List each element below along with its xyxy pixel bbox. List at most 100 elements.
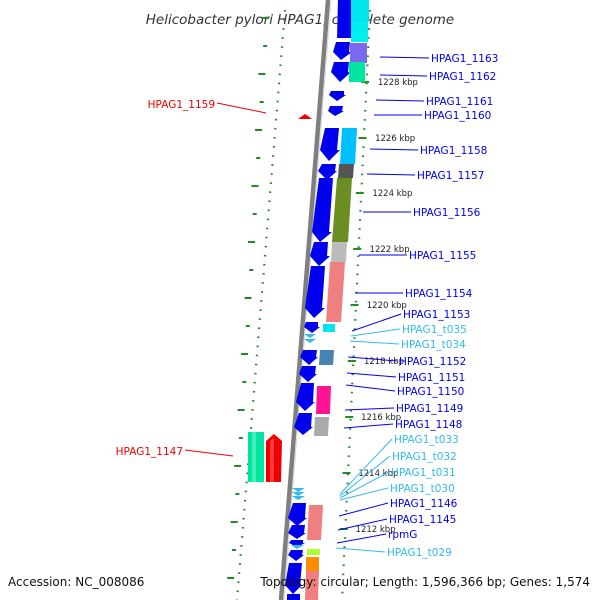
leader-line bbox=[375, 99, 425, 102]
cog-bar bbox=[307, 549, 320, 555]
cds-features bbox=[285, 0, 352, 600]
cds-arrow bbox=[318, 164, 337, 180]
gene-label[interactable]: HPAG1_1155 bbox=[409, 250, 476, 262]
gene-label[interactable]: HPAG1_1145 bbox=[389, 514, 456, 526]
cds-arrow bbox=[288, 525, 306, 539]
gene-label[interactable]: HPAG1_1157 bbox=[417, 170, 484, 182]
gene-label[interactable]: HPAG1_t035 bbox=[402, 324, 467, 336]
right-leader-lines bbox=[335, 56, 430, 553]
leader-line bbox=[350, 328, 401, 337]
trna-features bbox=[291, 334, 316, 549]
cds-arrow bbox=[320, 128, 340, 161]
cog-bar bbox=[314, 417, 329, 436]
highlighted-gene-label[interactable]: HPAG1_1159 bbox=[148, 99, 215, 111]
gene-label[interactable]: HPAG1_1163 bbox=[431, 53, 498, 65]
kbp-label: 1220 kbp bbox=[367, 301, 407, 311]
cds-arrow bbox=[333, 42, 352, 60]
leader-line bbox=[336, 533, 387, 544]
gene-label[interactable]: HPAG1_1162 bbox=[429, 71, 496, 83]
gene-label[interactable]: HPAG1_1152 bbox=[399, 356, 466, 368]
leader-line bbox=[347, 356, 398, 362]
gene-label[interactable]: HPAG1_1154 bbox=[405, 288, 473, 300]
gene-label[interactable]: HPAG1_t032 bbox=[392, 451, 457, 463]
cog-bar bbox=[306, 557, 319, 571]
gene-label[interactable]: HPAG1_1149 bbox=[396, 403, 463, 415]
cog-bar bbox=[349, 62, 365, 82]
leader-line bbox=[339, 471, 390, 499]
map-title: Helicobacter pylori HPAG1, complete geno… bbox=[146, 12, 455, 28]
gene-label[interactable]: HPAG1_1148 bbox=[395, 419, 462, 431]
cog-bar bbox=[331, 242, 347, 262]
right-gene-labels: HPAG1_1163 HPAG1_1162 HPAG1_1161 HPAG1_1160… bbox=[387, 53, 498, 559]
cog-bar bbox=[316, 386, 331, 414]
gene-label[interactable]: HPAG1_1161 bbox=[426, 96, 493, 108]
cog-bars bbox=[305, 0, 369, 600]
gene-label[interactable]: HPAG1_1146 bbox=[390, 498, 458, 510]
cog-bar-shine bbox=[252, 432, 256, 482]
gene-label[interactable]: HPAG1_t033 bbox=[394, 434, 459, 446]
cds-arrow bbox=[296, 383, 315, 411]
left-gene-labels: HPAG1_1159 HPAG1_1147 bbox=[116, 99, 267, 458]
cds-arrow bbox=[289, 540, 305, 547]
trna-chevron bbox=[304, 334, 316, 343]
gene-label[interactable]: HPAG1_1158 bbox=[420, 145, 487, 157]
kbp-label: 1222 kbp bbox=[370, 245, 410, 255]
cds-arrow bbox=[294, 413, 313, 435]
gene-label[interactable]: HPAG1_t031 bbox=[391, 467, 456, 479]
trna-chevron bbox=[291, 545, 304, 549]
gene-label[interactable]: HPAG1_t029 bbox=[387, 547, 452, 559]
gene-label[interactable]: HPAG1_1150 bbox=[397, 386, 464, 398]
leader-line bbox=[379, 56, 430, 59]
leader-line bbox=[379, 74, 428, 77]
gene-label[interactable]: HPAG1_1153 bbox=[403, 309, 470, 321]
reverse-cds-arrow bbox=[298, 114, 312, 119]
kbp-label: 1226 kbp bbox=[375, 134, 415, 144]
cds-arrow bbox=[300, 350, 318, 365]
cog-bar bbox=[338, 164, 354, 178]
kbp-labels: 1228 kbp 1226 kbp 1224 kbp 1222 kbp 1220 kbp… bbox=[356, 78, 418, 535]
gene-label[interactable]: rpmG bbox=[388, 529, 417, 541]
leader-line bbox=[216, 102, 267, 114]
leader-line bbox=[343, 423, 394, 429]
leader-line bbox=[335, 547, 386, 553]
cog-bar bbox=[351, 22, 368, 42]
cog-bar bbox=[340, 128, 357, 164]
cds-arrow bbox=[337, 0, 352, 38]
cds-arrow bbox=[287, 594, 300, 600]
leader-line bbox=[339, 455, 391, 497]
genome-summary-text: Topology: circular; Length: 1,596,366 bp… bbox=[259, 575, 590, 589]
gene-label[interactable]: HPAG1_t030 bbox=[390, 483, 455, 495]
gene-label[interactable]: HPAG1_1160 bbox=[424, 110, 491, 122]
cog-bar bbox=[307, 505, 323, 540]
kbp-label: 1216 kbp bbox=[361, 413, 401, 423]
leader-line bbox=[338, 502, 389, 517]
gene-label[interactable]: HPAG1_1151 bbox=[398, 372, 465, 384]
cds-arrow bbox=[310, 242, 330, 266]
cog-bar bbox=[319, 350, 334, 365]
gene-label[interactable]: HPAG1_t034 bbox=[401, 339, 466, 351]
cds-arrow bbox=[331, 62, 351, 82]
leader-line bbox=[184, 449, 234, 457]
trna-chevron bbox=[292, 488, 305, 500]
leader-line bbox=[366, 173, 416, 176]
leader-line bbox=[349, 340, 400, 345]
accession-text: Accession: NC_008086 bbox=[8, 575, 144, 589]
cds-arrow bbox=[328, 106, 344, 116]
highlighted-gene-label[interactable]: HPAG1_1147 bbox=[116, 446, 183, 458]
cds-arrow bbox=[288, 550, 304, 561]
leader-line bbox=[344, 407, 395, 411]
leader-line bbox=[369, 148, 419, 151]
cds-arrow bbox=[312, 178, 333, 242]
cds-arrow bbox=[304, 322, 320, 333]
cds-arrow bbox=[285, 563, 302, 594]
kbp-label: 1218 kbp bbox=[364, 357, 404, 367]
outer-dotted-arc bbox=[340, 9, 372, 600]
cog-bar bbox=[323, 324, 335, 332]
gene-label[interactable]: HPAG1_1156 bbox=[413, 207, 481, 219]
cds-arrow bbox=[288, 503, 307, 526]
leader-line bbox=[351, 313, 402, 332]
cds-arrow bbox=[305, 266, 325, 318]
leader-line bbox=[339, 438, 393, 495]
cog-bar bbox=[326, 262, 345, 322]
